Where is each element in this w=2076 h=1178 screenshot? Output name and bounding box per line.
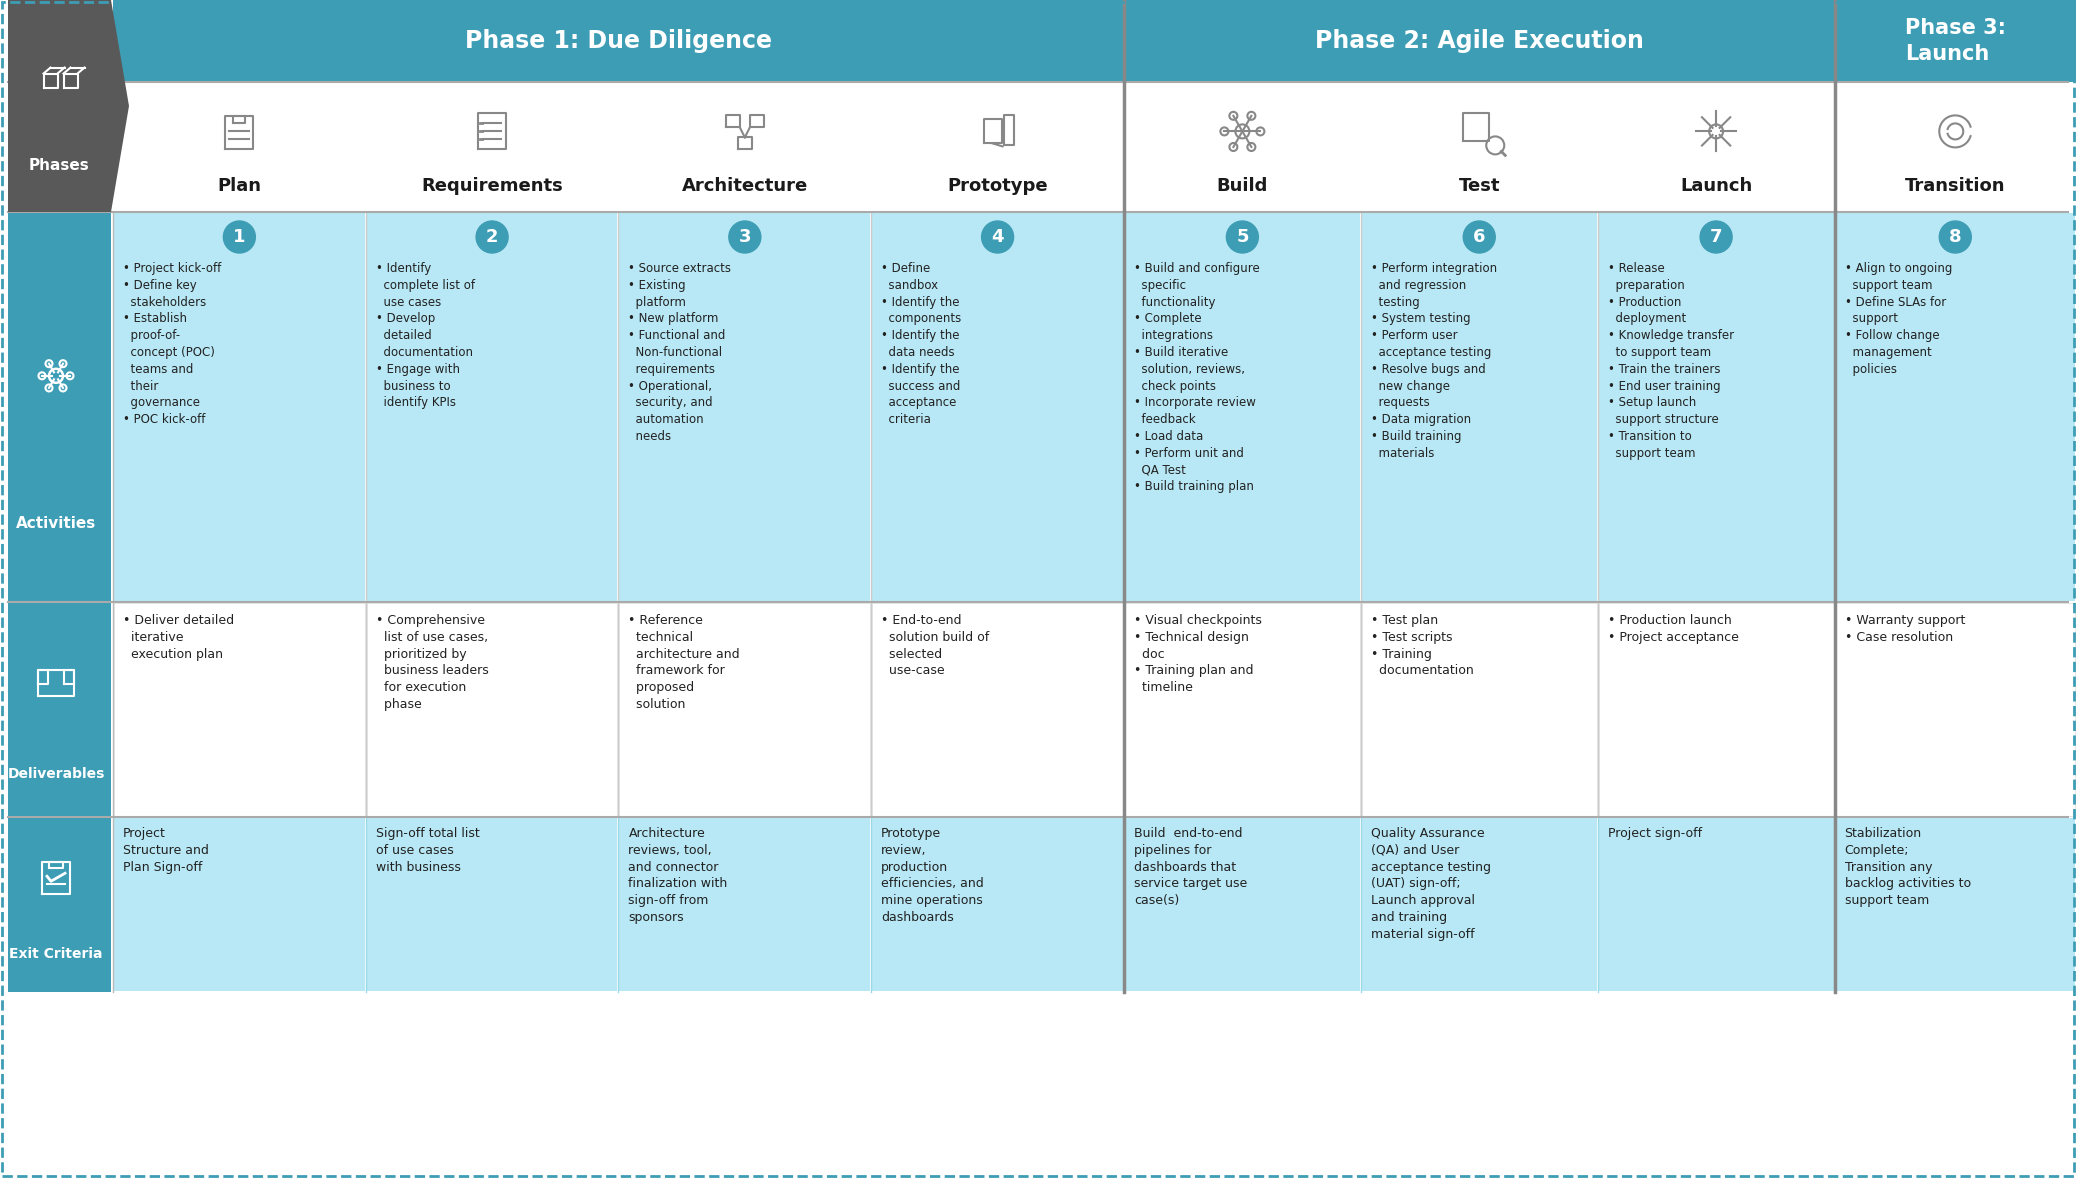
Text: • Visual checkpoints
• Technical design
  doc
• Training plan and
  timeline: • Visual checkpoints • Technical design … — [1133, 614, 1262, 694]
Bar — [1835, 0, 2076, 82]
Circle shape — [982, 221, 1013, 253]
Text: Exit Criteria: Exit Criteria — [8, 946, 102, 960]
Text: Architecture
reviews, tool,
and connector
finalization with
sign-off from
sponso: Architecture reviews, tool, and connecto… — [629, 827, 729, 924]
Bar — [367, 213, 617, 601]
Text: Architecture: Architecture — [681, 177, 808, 196]
Text: • Test plan
• Test scripts
• Training
  documentation: • Test plan • Test scripts • Training do… — [1370, 614, 1474, 677]
Bar — [1125, 818, 1360, 991]
Text: Build: Build — [1217, 177, 1268, 196]
Circle shape — [224, 221, 255, 253]
Text: Build  end-to-end
pipelines for
dashboards that
service target use
case(s): Build end-to-end pipelines for dashboard… — [1133, 827, 1248, 907]
Text: Project sign-off: Project sign-off — [1607, 827, 1702, 840]
Text: • Release
  preparation
• Production
  deployment
• Knowledge transfer
  to supp: • Release preparation • Production deplo… — [1607, 262, 1733, 459]
Text: 1: 1 — [233, 229, 245, 246]
Text: Plan: Plan — [218, 177, 262, 196]
Bar — [619, 603, 870, 816]
Text: Launch: Launch — [1679, 177, 1752, 196]
Circle shape — [729, 221, 760, 253]
Text: • Build and configure
  specific
  functionality
• Complete
  integrations
• Bui: • Build and configure specific functiona… — [1133, 262, 1260, 494]
Text: 2: 2 — [486, 229, 498, 246]
Text: 5: 5 — [1235, 229, 1248, 246]
Bar — [619, 603, 870, 816]
Bar — [1599, 213, 1833, 601]
Text: Phase 2: Agile Execution: Phase 2: Agile Execution — [1314, 29, 1644, 53]
Bar — [619, 213, 870, 601]
Text: • Deliver detailed
  iterative
  execution plan: • Deliver detailed iterative execution p… — [122, 614, 235, 661]
Text: Requirements: Requirements — [421, 177, 563, 196]
Text: Phases: Phases — [29, 158, 89, 173]
Text: • Source extracts
• Existing
  platform
• New platform
• Functional and
  Non-fu: • Source extracts • Existing platform • … — [629, 262, 731, 443]
Text: 7: 7 — [1711, 229, 1723, 246]
Text: Quality Assurance
(QA) and User
acceptance testing
(UAT) sign-off;
Launch approv: Quality Assurance (QA) and User acceptan… — [1370, 827, 1491, 941]
Text: Prototype
review,
production
efficiencies, and
mine operations
dashboards: Prototype review, production efficiencie… — [880, 827, 984, 924]
Text: • Production launch
• Project acceptance: • Production launch • Project acceptance — [1607, 614, 1738, 644]
Bar — [112, 82, 2076, 212]
Text: • Identify
  complete list of
  use cases
• Develop
  detailed
  documentation
•: • Identify complete list of use cases • … — [376, 262, 475, 410]
Text: • Perform integration
  and regression
  testing
• System testing
• Perform user: • Perform integration and regression tes… — [1370, 262, 1497, 459]
Bar — [1125, 603, 1360, 816]
Text: Phase 1: Due Diligence: Phase 1: Due Diligence — [465, 29, 772, 53]
Text: 8: 8 — [1949, 229, 1962, 246]
Text: 3: 3 — [739, 229, 752, 246]
Text: Transition: Transition — [1906, 177, 2005, 196]
Bar — [114, 213, 365, 601]
Polygon shape — [8, 0, 129, 212]
Text: 4: 4 — [992, 229, 1005, 246]
Bar — [872, 818, 1123, 991]
Text: Activities: Activities — [17, 516, 95, 531]
Circle shape — [1939, 221, 1972, 253]
Text: Sign-off total list
of use cases
with business: Sign-off total list of use cases with bu… — [376, 827, 480, 874]
Text: • Warranty support
• Case resolution: • Warranty support • Case resolution — [1846, 614, 1964, 644]
Circle shape — [1464, 221, 1495, 253]
Text: 6: 6 — [1474, 229, 1486, 246]
Bar — [1362, 818, 1596, 991]
Bar — [367, 603, 617, 816]
Text: • Project kick-off
• Define key
  stakeholders
• Establish
  proof-of-
  concept: • Project kick-off • Define key stakehol… — [122, 262, 222, 426]
Bar — [1835, 603, 2076, 816]
Bar — [8, 818, 110, 992]
Text: • Define
  sandbox
• Identify the
  components
• Identify the
  data needs
• Ide: • Define sandbox • Identify the componen… — [880, 262, 961, 426]
Bar — [1125, 213, 1360, 601]
Bar — [1125, 603, 1360, 816]
Bar — [114, 818, 365, 991]
Bar — [1362, 603, 1596, 816]
Bar — [114, 603, 365, 816]
Text: Deliverables: Deliverables — [8, 767, 104, 781]
Text: Project
Structure and
Plan Sign-off: Project Structure and Plan Sign-off — [122, 827, 210, 874]
Bar — [1599, 603, 1833, 816]
Bar — [8, 212, 110, 602]
Text: • End-to-end
  solution build of
  selected
  use-case: • End-to-end solution build of selected … — [880, 614, 990, 677]
Text: • Comprehensive
  list of use cases,
  prioritized by
  business leaders
  for e: • Comprehensive list of use cases, prior… — [376, 614, 488, 712]
Bar — [367, 603, 617, 816]
Bar — [112, 0, 1123, 82]
Bar — [8, 602, 110, 818]
Bar — [872, 603, 1123, 816]
Text: Test: Test — [1459, 177, 1501, 196]
Text: Stabilization
Complete;
Transition any
backlog activities to
support team: Stabilization Complete; Transition any b… — [1846, 827, 1970, 907]
Bar — [619, 818, 870, 991]
Text: Phase 3:
Launch: Phase 3: Launch — [1906, 18, 2005, 64]
Bar — [367, 818, 617, 991]
Bar — [872, 213, 1123, 601]
Bar — [1123, 0, 1835, 82]
Text: Prototype: Prototype — [947, 177, 1048, 196]
Bar — [114, 603, 365, 816]
Bar — [1835, 603, 2076, 816]
Bar — [1599, 603, 1833, 816]
Bar — [1599, 818, 1833, 991]
Bar — [1835, 818, 2076, 991]
Circle shape — [475, 221, 509, 253]
Circle shape — [1227, 221, 1258, 253]
Bar — [872, 603, 1123, 816]
Text: • Reference
  technical
  architecture and
  framework for
  proposed
  solution: • Reference technical architecture and f… — [629, 614, 741, 712]
Circle shape — [1700, 221, 1731, 253]
Bar — [1835, 213, 2076, 601]
Text: • Align to ongoing
  support team
• Define SLAs for
  support
• Follow change
  : • Align to ongoing support team • Define… — [1846, 262, 1951, 376]
Bar — [1362, 213, 1596, 601]
Bar — [1362, 603, 1596, 816]
